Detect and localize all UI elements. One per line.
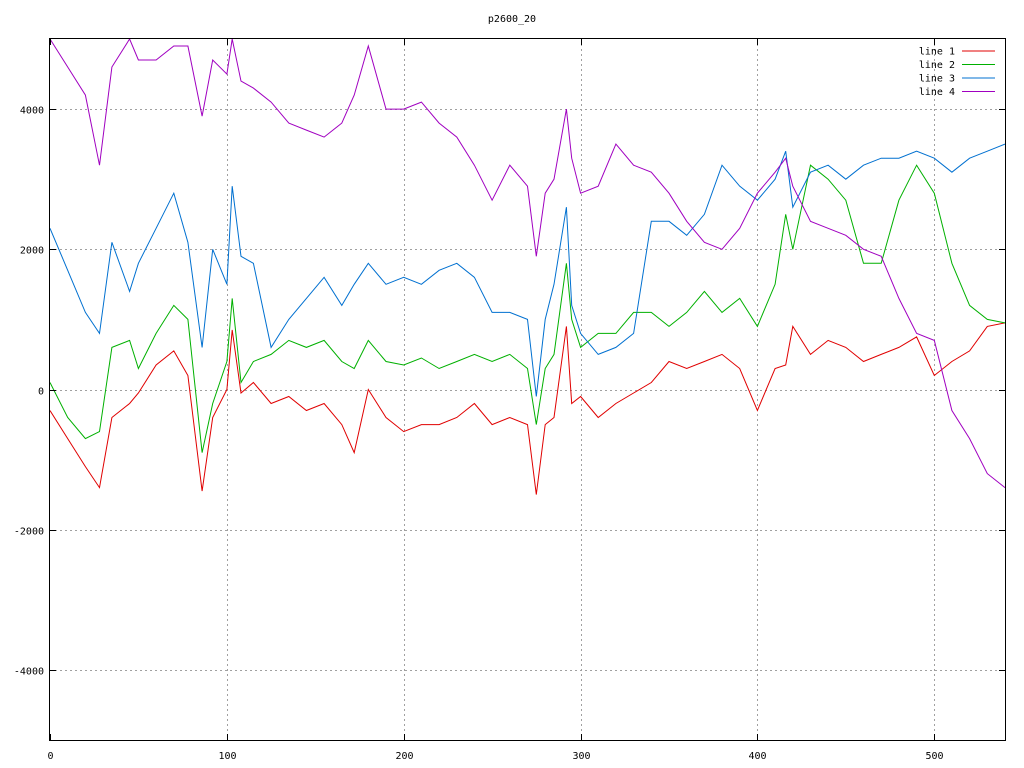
x-tick-label: 400 xyxy=(748,751,766,762)
x-tick-label: 300 xyxy=(572,751,590,762)
y-tick-label: -4000 xyxy=(14,667,44,678)
series-line-1 xyxy=(50,322,1005,495)
legend-label-3: line 3 xyxy=(919,74,955,85)
x-tick-label: 0 xyxy=(47,751,53,762)
y-tick-label: 2000 xyxy=(20,246,44,257)
series-lines xyxy=(50,39,1005,495)
y-tick-label: -2000 xyxy=(14,527,44,538)
series-line-2 xyxy=(50,164,1005,453)
legend-label-2: line 2 xyxy=(919,60,955,71)
series-line-3 xyxy=(50,143,1005,397)
legend-label-4: line 4 xyxy=(919,87,955,98)
y-tick-label: 0 xyxy=(38,387,44,398)
y-tick-label: 4000 xyxy=(20,106,44,117)
x-tick-label: 100 xyxy=(218,751,236,762)
x-tick-label: 500 xyxy=(925,751,943,762)
series-line-4 xyxy=(50,39,1005,488)
x-tick-label: 200 xyxy=(395,751,413,762)
legend: line 1 line 2 line 3 line 4 xyxy=(919,47,995,98)
plot-frame xyxy=(49,38,1006,741)
chart-title: p2600_20 xyxy=(488,14,536,25)
axis-ticks: 0 100 200 300 400 500 -4000 -2000 0 2000 4000 xyxy=(14,39,1005,762)
grid xyxy=(50,39,1005,740)
legend-label-1: line 1 xyxy=(919,47,955,58)
